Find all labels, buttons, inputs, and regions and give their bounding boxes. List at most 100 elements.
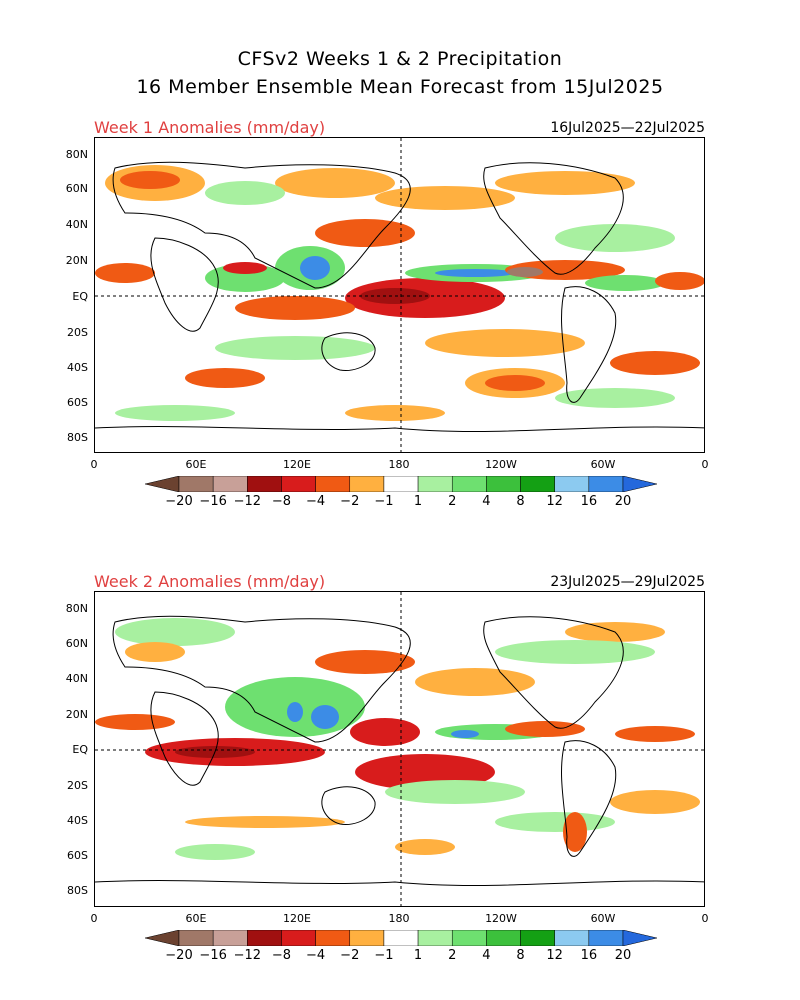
panel1-map (94, 137, 705, 453)
colorbar-swatch (588, 476, 624, 492)
panel2-ytick: 60N (65, 637, 88, 650)
colorbar-swatch (212, 930, 248, 946)
panel1-ytick: 40S (67, 361, 88, 374)
panel2-anomaly-field (95, 618, 700, 860)
colorbar-label: 20 (614, 948, 632, 963)
panel1-label: Week 1 Anomalies (mm/day) (94, 118, 326, 137)
figure-title-line1: CFSv2 Weeks 1 & 2 Precipitation (237, 48, 563, 70)
colorbar-swatch (451, 476, 487, 492)
panel1-xtick: 120W (485, 458, 517, 471)
colorbar-swatch (520, 930, 555, 946)
panel1-xtick: 180 (388, 458, 410, 471)
panel2-ytick: 60S (67, 849, 88, 862)
colorbar-swatch (554, 476, 590, 492)
colorbar-label: 20 (614, 494, 632, 509)
panel1-coastlines (95, 161, 704, 433)
panel1-ytick: EQ (72, 290, 88, 303)
colorbar-label: −2 (340, 494, 360, 509)
panel2-ytick: 20N (65, 708, 88, 721)
colorbar-label: −4 (306, 494, 326, 509)
colorbar-swatch (178, 930, 214, 946)
panel2-xtick: 180 (388, 912, 410, 925)
colorbar-swatch (486, 930, 521, 946)
colorbar-label: 4 (482, 948, 491, 963)
colorbar-label: −1 (374, 494, 394, 509)
panel2-ytick: 40N (65, 672, 88, 685)
panel2-map (94, 591, 705, 907)
panel1-colorbar (145, 476, 657, 492)
colorbar-swatch (247, 476, 282, 492)
colorbar-swatch (349, 930, 385, 946)
colorbar-label: −12 (233, 494, 262, 509)
colorbar-arrow-left (145, 476, 180, 492)
panel1-ytick: 20S (67, 326, 88, 339)
colorbar-label: −20 (165, 948, 193, 963)
panel2-ytick: 80S (67, 884, 88, 897)
colorbar-swatch (247, 930, 282, 946)
colorbar-label: 4 (482, 494, 491, 509)
colorbar-swatch (315, 476, 351, 492)
colorbar-swatch (212, 476, 248, 492)
colorbar-swatch (315, 930, 351, 946)
colorbar-label: −8 (271, 948, 292, 963)
panel1-ytick: 40N (65, 218, 88, 231)
figure-title-line2: 16 Member Ensemble Mean Forecast from 15… (136, 76, 664, 98)
panel1-xtick: 0 (701, 458, 709, 471)
panel2-xtick: 60E (185, 912, 207, 925)
colorbar-label: −12 (233, 948, 262, 963)
panel1-xtick: 0 (90, 458, 98, 471)
panel2-ytick: 20S (67, 779, 88, 792)
colorbar-swatch (349, 476, 385, 492)
panel1-colorbar-labels: −20 −16 −12 −8 −4 −2 −1 1 2 4 8 12 16 20 (145, 494, 657, 510)
panel2-ytick: EQ (72, 743, 88, 756)
colorbar-label: 1 (413, 948, 423, 963)
colorbar-label: 16 (580, 948, 598, 963)
colorbar-label: 1 (413, 494, 423, 509)
colorbar-arrow-left (145, 930, 180, 946)
colorbar-label: 12 (546, 494, 563, 509)
colorbar-arrow-right (622, 930, 657, 946)
panel2-ytick: 80N (65, 602, 88, 615)
colorbar-swatch (417, 930, 453, 946)
panel2-xtick: 120W (485, 912, 517, 925)
colorbar-swatch (383, 476, 419, 492)
panel2-label: Week 2 Anomalies (mm/day) (94, 572, 326, 591)
colorbar-label: −2 (340, 948, 360, 963)
panel2-colorbar (145, 930, 657, 946)
panel1-ytick: 60S (67, 396, 88, 409)
colorbar-label: −20 (165, 494, 193, 509)
panel1-xtick: 120E (283, 458, 311, 471)
panel1-ytick: 20N (65, 254, 88, 267)
panel1-dates: 16Jul2025—22Jul2025 (550, 120, 705, 136)
panel2-xtick: 0 (701, 912, 709, 925)
colorbar-label: −1 (374, 948, 394, 963)
colorbar-label: 16 (580, 494, 598, 509)
panel2-xtick: 0 (90, 912, 98, 925)
colorbar-label: 12 (546, 948, 563, 963)
panel1-ytick: 80S (67, 431, 88, 444)
colorbar-swatch (383, 930, 419, 946)
colorbar-label: −8 (271, 494, 292, 509)
colorbar-label: 8 (516, 494, 525, 509)
panel1-xtick: 60E (185, 458, 207, 471)
panel1-xtick: 60W (590, 458, 616, 471)
colorbar-swatch (178, 476, 214, 492)
colorbar-arrow-right (622, 476, 657, 492)
colorbar-swatch (451, 930, 487, 946)
panel2-xtick: 60W (590, 912, 616, 925)
colorbar-swatch (281, 930, 316, 946)
panel2-coastlines (95, 615, 704, 887)
panel1-ytick: 80N (65, 148, 88, 161)
panel2-ytick: 40S (67, 814, 88, 827)
colorbar-label: −4 (306, 948, 326, 963)
panel2-xtick: 120E (283, 912, 311, 925)
panel1-ytick: 60N (65, 182, 88, 195)
colorbar-swatch (554, 930, 590, 946)
panel1-anomaly-field (95, 165, 704, 421)
colorbar-swatch (281, 476, 316, 492)
colorbar-swatch (520, 476, 555, 492)
colorbar-swatch (588, 930, 624, 946)
colorbar-label: 2 (448, 494, 457, 509)
colorbar-swatch (417, 476, 453, 492)
panel2-colorbar-labels: −20 −16 −12 −8 −4 −2 −1 1 2 4 8 12 16 20 (145, 948, 657, 964)
